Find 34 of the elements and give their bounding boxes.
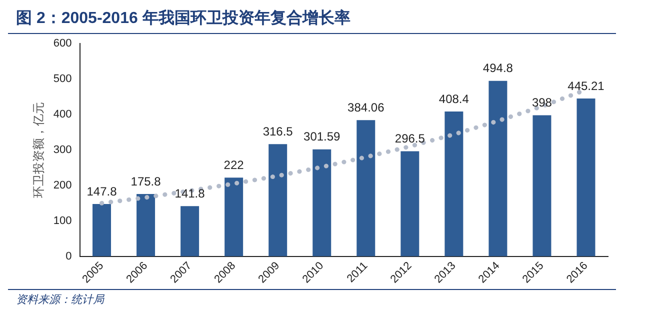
data-label: 141.8 <box>174 186 206 200</box>
data-label: 494.8 <box>482 61 514 76</box>
bar <box>92 204 112 256</box>
y-tick-label: 100 <box>53 214 72 227</box>
bar <box>444 112 464 256</box>
chart-title: 图 2：2005-2016 年我国环卫投资年复合增长率 <box>8 8 616 34</box>
y-tick-label: 400 <box>53 108 72 121</box>
bar <box>136 194 156 256</box>
bar <box>532 115 552 256</box>
text: 资料来源：统计局 <box>8 289 616 307</box>
y-tick-label: 600 <box>53 38 72 50</box>
data-label: 175.8 <box>130 174 162 188</box>
y-axis-title: 环卫投资额，亿元 <box>31 102 46 198</box>
data-label: 316.5 <box>262 124 294 138</box>
bar <box>312 149 332 256</box>
y-tick-label: 300 <box>53 144 72 156</box>
bar <box>180 206 200 256</box>
data-label: 147.8 <box>86 184 118 198</box>
data-label: 408.4 <box>438 92 470 106</box>
data-label: 445.21 <box>568 78 605 93</box>
y-tick-label: 500 <box>53 73 72 86</box>
bar <box>576 98 596 256</box>
data-label: 296.5 <box>394 132 426 146</box>
y-tick-label: 200 <box>53 179 72 192</box>
data-label: 384.06 <box>348 100 385 114</box>
bar <box>268 144 288 256</box>
data-label: 301.59 <box>304 130 341 144</box>
bar <box>400 151 420 256</box>
data-label: 222 <box>224 158 244 172</box>
bar <box>356 120 376 256</box>
data-label: 398 <box>532 96 552 110</box>
bar <box>488 80 508 256</box>
bar <box>224 178 244 256</box>
y-tick-label: 0 <box>66 250 72 262</box>
